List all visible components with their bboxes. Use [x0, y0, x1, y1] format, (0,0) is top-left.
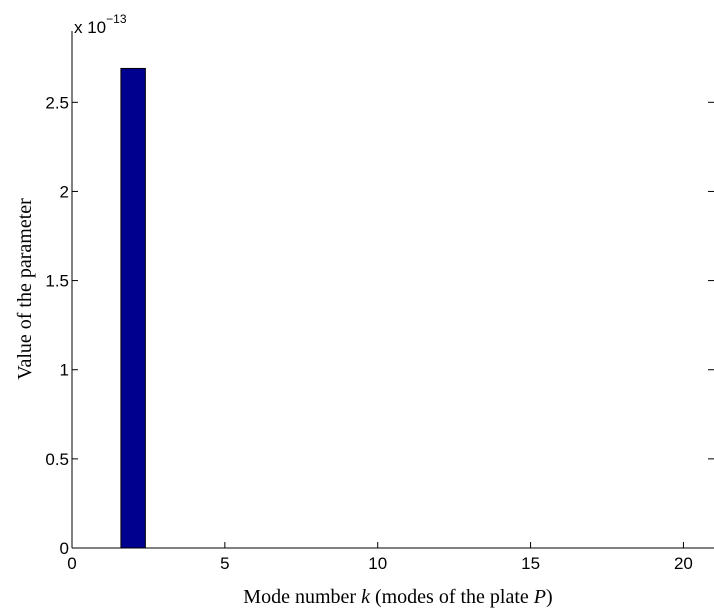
bars-group — [120, 67, 146, 549]
x-label-suffix: ) — [546, 586, 553, 608]
x-label-var: k — [361, 586, 371, 608]
tick-labels-group: 0 5 10 15 20 0 0.5 1 1.5 2 2.5 — [45, 93, 693, 573]
y-tick-label: 1 — [60, 361, 69, 380]
x-tick-label: 0 — [67, 554, 76, 573]
x-label-sym: P — [533, 586, 546, 608]
y-tick-label: 1.5 — [45, 272, 69, 291]
x-label-prefix: Mode number — [243, 586, 361, 608]
ticks-group — [72, 101, 714, 548]
y-multiplier: x 10−13 — [74, 12, 127, 37]
plot-area — [72, 31, 714, 548]
y-tick-label: 0.5 — [45, 450, 69, 469]
x-axis-label: Mode number k (modes of the plate P) — [243, 586, 552, 608]
y-multiplier-exp: −13 — [106, 12, 127, 26]
x-tick-label: 15 — [521, 554, 540, 573]
y-tick-label: 2 — [60, 182, 69, 201]
bar-mode-2 — [120, 67, 146, 549]
y-multiplier-base: x 10 — [74, 18, 106, 37]
x-tick-label: 10 — [368, 554, 387, 573]
x-label-mid: (modes of the plate — [370, 586, 534, 608]
y-tick-label: 0 — [60, 539, 69, 558]
x-tick-label: 5 — [220, 554, 229, 573]
y-tick-label: 2.5 — [45, 93, 69, 112]
x-tick-label: 20 — [674, 554, 693, 573]
y-axis-label: Value of the parameter — [14, 198, 36, 380]
